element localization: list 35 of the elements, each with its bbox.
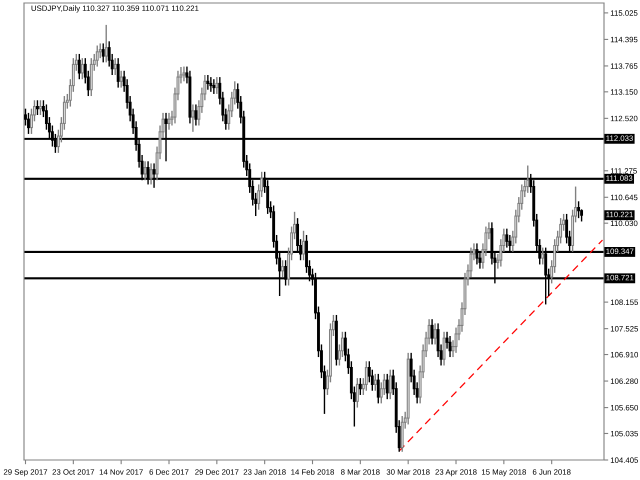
candlestick — [102, 42, 105, 64]
candlestick — [209, 76, 212, 93]
candlestick — [150, 162, 153, 186]
candlestick — [144, 160, 147, 181]
candlestick — [374, 373, 377, 392]
candlestick — [302, 230, 305, 261]
candlestick — [194, 104, 198, 126]
candlestick — [206, 74, 210, 90]
candlestick — [448, 335, 452, 358]
candlestick — [182, 66, 186, 82]
candlestick — [191, 104, 194, 133]
candlestick — [358, 377, 362, 396]
candlestick — [116, 57, 120, 88]
candlestick — [36, 100, 39, 116]
candlestick — [212, 78, 216, 95]
candlestick — [114, 57, 117, 76]
candlestick — [120, 70, 123, 88]
candlestick — [442, 331, 446, 366]
candlestick — [78, 53, 81, 80]
candlestick — [526, 164, 530, 194]
candlestick — [434, 322, 437, 346]
candlestick — [27, 112, 30, 135]
candlestick — [577, 200, 580, 219]
candlestick — [386, 373, 389, 400]
candlestick — [430, 318, 434, 346]
candlestick — [168, 112, 170, 130]
candlestick — [281, 260, 284, 278]
candlestick — [38, 100, 42, 116]
candlestick — [80, 57, 84, 80]
candlestick — [356, 377, 359, 408]
candlestick — [104, 24, 108, 64]
candlestick — [215, 76, 218, 95]
candlestick — [364, 360, 368, 392]
candlestick — [96, 44, 99, 68]
candlestick — [505, 228, 508, 248]
